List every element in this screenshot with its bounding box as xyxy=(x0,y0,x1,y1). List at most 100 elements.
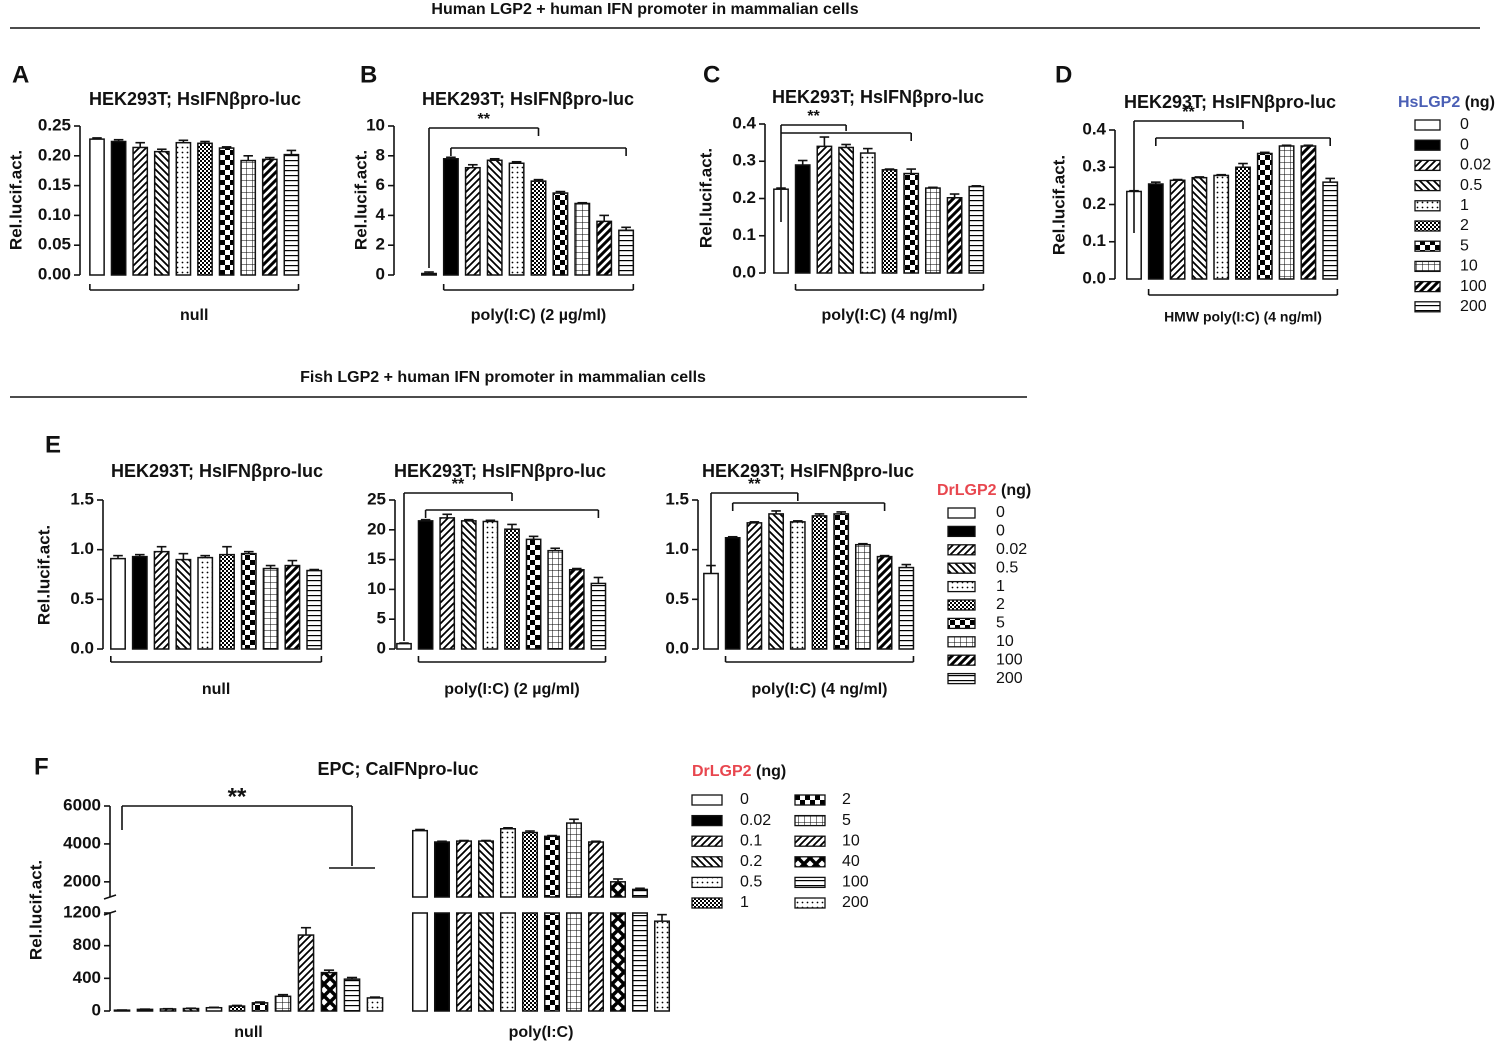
error-bar xyxy=(135,141,145,148)
error-bar xyxy=(841,143,851,148)
error-bar xyxy=(1260,151,1270,154)
y-tick-label: 4000 xyxy=(63,833,101,852)
bar xyxy=(283,153,300,276)
bar xyxy=(898,566,915,650)
error-bar xyxy=(489,157,500,161)
y-tick-label: 1.0 xyxy=(70,539,94,558)
bar xyxy=(1235,166,1251,280)
legend-label: 0.02 xyxy=(996,541,1027,558)
bar xyxy=(618,229,635,276)
section-heading: Fish LGP2 + human IFN promoter in mammal… xyxy=(300,369,706,386)
error-bar xyxy=(591,840,601,843)
y-tick-label: 0.0 xyxy=(665,638,689,657)
legend-swatch xyxy=(1414,260,1441,273)
bar xyxy=(197,142,213,276)
legend-label: 0 xyxy=(996,504,1005,521)
bar xyxy=(442,158,459,276)
chart-title: HEK293T; HsIFNβpro-luc xyxy=(1124,92,1336,112)
legend-label: 1 xyxy=(1460,197,1469,214)
legend-title: DrLGP2 (ng) xyxy=(937,482,1031,499)
bar xyxy=(859,152,876,274)
bar xyxy=(530,180,547,276)
legend-swatch xyxy=(1414,220,1441,232)
error-bar xyxy=(481,839,491,842)
y-tick-label: 20 xyxy=(367,519,386,538)
error-bar xyxy=(1216,173,1226,176)
y-tick-label: 0.2 xyxy=(1082,194,1106,213)
bar xyxy=(768,513,785,650)
y-tick-label: 5 xyxy=(377,609,386,628)
error-bar xyxy=(265,564,276,569)
error-bar xyxy=(369,996,381,998)
error-bar xyxy=(533,178,544,182)
y-tick-label: 10 xyxy=(367,579,386,598)
legend-swatch xyxy=(1414,179,1441,192)
y-tick-label: 0.5 xyxy=(70,589,94,608)
bar xyxy=(653,920,671,1012)
legend-label: 2 xyxy=(842,791,851,808)
legend-swatch xyxy=(794,835,826,847)
error-bar xyxy=(92,137,102,140)
legend-swatch xyxy=(691,897,723,909)
legend-swatch xyxy=(1414,200,1441,212)
bar xyxy=(838,146,855,274)
legend-label: 0 xyxy=(1460,136,1469,153)
y-tick-label: 15 xyxy=(367,549,386,568)
y-tick-label: 4 xyxy=(376,205,386,224)
legend-title: DrLGP2 (ng) xyxy=(692,763,786,780)
bar-segment xyxy=(499,912,517,1012)
legend-label: 2 xyxy=(996,596,1005,613)
panel-letter: D xyxy=(1055,61,1072,88)
y-tick-label: 2 xyxy=(376,235,385,254)
error-bar xyxy=(415,828,425,831)
bar xyxy=(274,995,292,1012)
error-bar xyxy=(797,159,808,165)
y-tick-label: 0 xyxy=(376,264,385,283)
y-tick-label: 0.4 xyxy=(732,113,756,132)
legend-swatch xyxy=(1414,139,1441,151)
legend-label: 0.1 xyxy=(740,832,762,849)
legend-swatch xyxy=(1414,280,1441,293)
legend-title-unit: (ng) xyxy=(1465,94,1495,111)
legend-label: 0.02 xyxy=(1460,157,1491,174)
bar xyxy=(89,138,105,276)
error-bar xyxy=(135,553,145,557)
bar xyxy=(876,555,893,650)
bar xyxy=(320,971,338,1012)
bar xyxy=(439,517,456,650)
bar xyxy=(552,192,569,276)
legend-swatch xyxy=(947,636,976,648)
error-bar xyxy=(1151,181,1161,185)
legend-swatch xyxy=(691,794,723,806)
bar xyxy=(854,543,871,650)
error-bar xyxy=(200,140,210,144)
error-bar xyxy=(613,878,623,882)
legend-swatch xyxy=(1414,301,1441,313)
error-bar xyxy=(1172,178,1183,181)
legend-swatch xyxy=(691,835,723,847)
error-bar xyxy=(254,1001,266,1003)
error-bar xyxy=(446,156,456,159)
error-bar xyxy=(569,818,579,824)
error-bar xyxy=(323,969,335,973)
bar xyxy=(284,564,301,650)
legend-label: 1 xyxy=(740,894,749,911)
bar xyxy=(411,829,429,1012)
error-bar xyxy=(879,554,890,557)
y-tick-label: 0.25 xyxy=(38,115,71,134)
legend-swatch xyxy=(794,876,826,889)
error-bar xyxy=(863,147,873,154)
bar xyxy=(924,187,941,274)
legend-label: 200 xyxy=(996,670,1023,687)
y-tick-label: 0.05 xyxy=(38,235,71,254)
bar xyxy=(366,997,384,1012)
bar xyxy=(968,185,985,274)
error-bar xyxy=(485,519,496,522)
y-axis-label: Rel.lucif.act. xyxy=(26,860,45,960)
legend-swatch xyxy=(691,876,723,889)
group-label: null xyxy=(202,681,230,698)
y-tick-label: 6 xyxy=(376,175,385,194)
y-tick-label: 400 xyxy=(73,968,101,987)
legend-label: 200 xyxy=(1460,298,1487,315)
bar-segment xyxy=(411,912,429,1012)
